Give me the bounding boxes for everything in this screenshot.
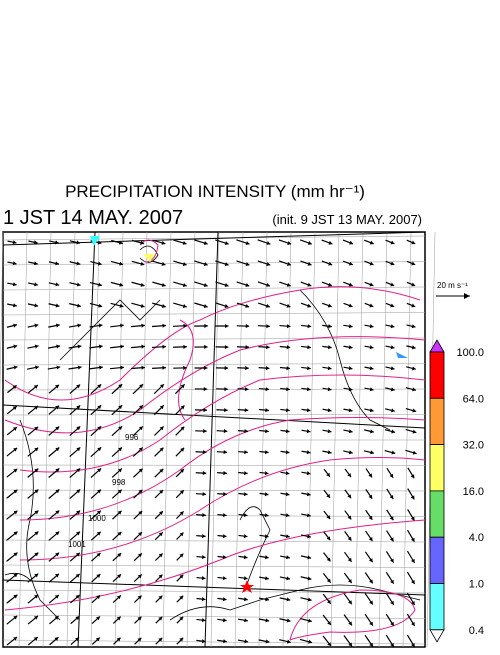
colorbar-label: 0.4 [469, 625, 484, 637]
isobar-label: 996 [125, 433, 139, 442]
vector-legend-head [464, 293, 470, 299]
title: PRECIPITATION INTENSITY (mm hr⁻¹) [65, 182, 365, 201]
colorbar-segment [430, 445, 444, 491]
colorbar-bottom-triangle [430, 630, 444, 642]
colorbar-segment [430, 584, 444, 630]
colorbar-top-triangle [430, 340, 444, 352]
isobar-label: 998 [112, 478, 126, 487]
colorbar-label: 4.0 [469, 532, 484, 544]
isobar-label: 1000 [88, 514, 106, 523]
vector-legend: 20 m s⁻¹ [436, 281, 470, 299]
vector-legend-label: 20 m s⁻¹ [437, 281, 468, 290]
valid-time: 1 JST 14 MAY. 2007 [3, 207, 183, 229]
isobar-label: 1001 [68, 540, 86, 549]
colorbar-label: 1.0 [469, 579, 484, 591]
colorbar: 100.0 64.0 32.0 16.0 4.0 1.0 0.4 [430, 340, 484, 642]
init-time: (init. 9 JST 13 MAY. 2007) [272, 212, 422, 227]
colorbar-segment [430, 537, 444, 583]
colorbar-label: 100.0 [456, 347, 484, 359]
colorbar-segment [430, 352, 444, 398]
colorbar-segment [430, 398, 444, 444]
map-area: 996 998 1000 1001 [0, 232, 435, 647]
colorbar-label: 32.0 [463, 440, 484, 452]
colorbar-label: 16.0 [463, 486, 484, 498]
colorbar-segment [430, 491, 444, 537]
colorbar-label: 64.0 [463, 393, 484, 405]
